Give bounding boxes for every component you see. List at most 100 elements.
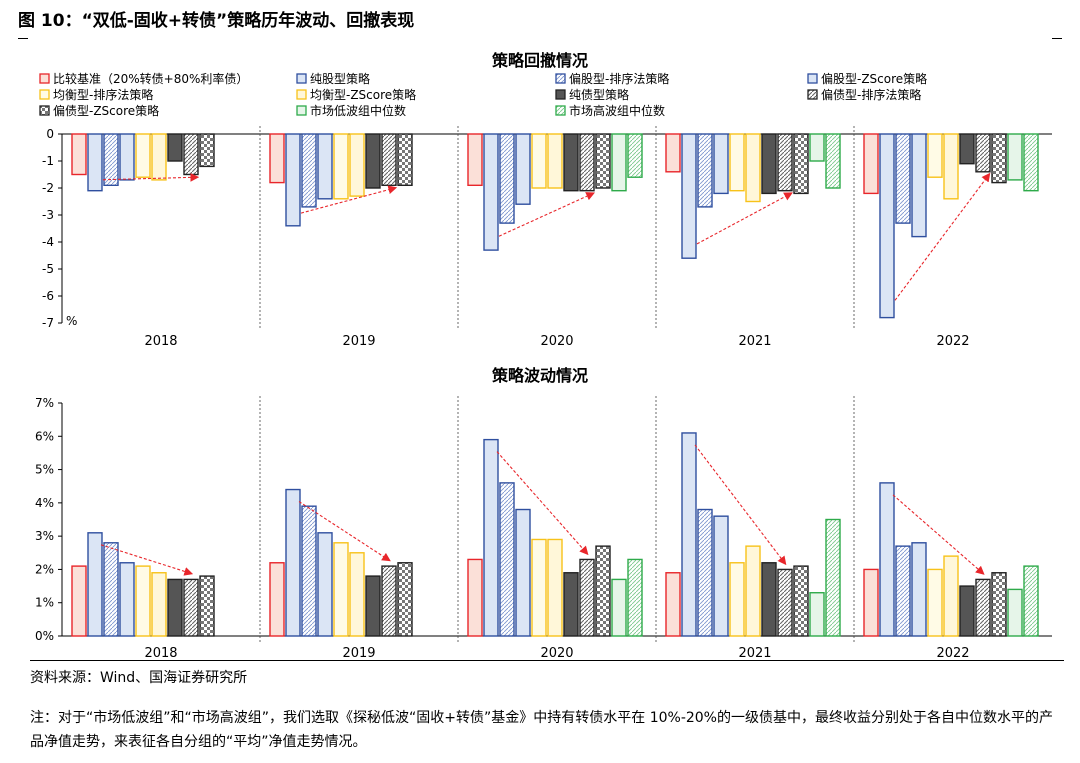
figure-title: 图 10：“双低-固收+转债”策略历年波动、回撤表现 <box>18 11 415 31</box>
legend-label-10: 市场高波组中位数 <box>569 103 665 118</box>
x-category-label: 2021 <box>738 646 771 661</box>
bar-2020-s5 <box>547 133 563 189</box>
bar-2021-s9 <box>809 133 825 162</box>
bar-2021-s4 <box>729 562 745 637</box>
bar-2018-s7 <box>183 578 199 637</box>
bar-2018-s8 <box>199 575 215 637</box>
bar-2018-s2 <box>103 542 119 637</box>
y-tick-label: 4% <box>35 496 54 510</box>
source-rule <box>30 660 1064 661</box>
trend-arrow <box>498 192 596 237</box>
bar-2019-s5 <box>349 133 365 197</box>
bar-2022-s0 <box>863 568 879 637</box>
legend-swatch-3 <box>807 73 818 84</box>
bar-2020-s4 <box>531 133 547 189</box>
bar-2021-s8 <box>793 565 809 637</box>
legend-swatch-0 <box>39 73 50 84</box>
legend-label-9: 市场低波组中位数 <box>310 103 406 118</box>
x-category-label: 2019 <box>342 334 375 349</box>
legend-swatch-5 <box>296 89 307 100</box>
legend-label-6: 纯债型策略 <box>569 87 629 102</box>
bar-2019-s0 <box>269 133 285 184</box>
bar-2018-s7 <box>183 133 199 176</box>
bar-2021-s7 <box>777 568 793 637</box>
bar-2021-s3 <box>713 133 729 195</box>
y-tick-label: -7 <box>42 316 54 330</box>
bar-2022-s9 <box>1007 588 1023 637</box>
bar-2020-s3 <box>515 508 531 637</box>
x-category-label: 2018 <box>144 646 177 661</box>
bar-2022-s5 <box>943 555 959 637</box>
legend-label-5: 均衡型-ZScore策略 <box>310 87 416 102</box>
title-rule-right <box>1052 38 1062 39</box>
y-tick-label: 0% <box>35 629 54 643</box>
legend: 比较基准（20%转债+80%利率债） 纯股型策略 偏股型-排序法策略 偏股型-ZSco… <box>39 71 927 118</box>
bar-2018-s0 <box>71 565 87 637</box>
x-category-label: 2018 <box>144 334 177 349</box>
trend-arrow <box>496 451 589 556</box>
bar-2022-s5 <box>943 133 959 200</box>
bar-2018-s5 <box>151 133 167 181</box>
bar-2022-s3 <box>911 133 927 238</box>
bar-2020-s5 <box>547 538 563 637</box>
bar-2021-s3 <box>713 515 729 637</box>
bar-2022-s7 <box>975 133 991 173</box>
volatility-chart-title: 策略波动情况 <box>491 366 588 385</box>
bar-2019-s4 <box>333 542 349 637</box>
bar-2021-s9 <box>809 592 825 637</box>
x-category-label: 2022 <box>936 646 969 661</box>
trend-arrow <box>102 172 200 182</box>
bar-2019-s2 <box>301 133 317 208</box>
bar-2020-s8 <box>595 545 611 637</box>
bar-2018-s3 <box>119 562 135 637</box>
bar-2020-s3 <box>515 133 531 205</box>
bar-2019-s6 <box>365 575 381 637</box>
drawdown-chart-title: 策略回撤情况 <box>491 51 588 70</box>
legend-swatch-2 <box>555 73 566 84</box>
trend-arrow <box>894 172 991 301</box>
bar-2021-s2 <box>697 508 713 637</box>
bar-2020-s1 <box>483 133 499 251</box>
bar-2022-s2 <box>895 133 911 224</box>
bar-2020-s7 <box>579 133 595 192</box>
legend-swatch-10 <box>555 105 566 116</box>
note-text: 注：对于“市场低波组”和“市场高波组”，我们选取《探秘低波“固收+转债”基金》中… <box>30 710 1053 750</box>
bar-2019-s4 <box>333 133 349 200</box>
legend-swatch-1 <box>296 73 307 84</box>
bar-2019-s1 <box>285 133 301 227</box>
bar-2019-s6 <box>365 133 381 189</box>
bar-2022-s1 <box>879 133 895 319</box>
drawdown-unit-label: % <box>66 314 77 328</box>
bar-2021-s7 <box>777 133 793 192</box>
legend-label-1: 纯股型策略 <box>310 71 370 86</box>
x-category-label: 2022 <box>936 334 969 349</box>
y-tick-label: 0 <box>46 127 54 141</box>
x-category-label: 2020 <box>540 646 573 661</box>
bar-2020-s0 <box>467 558 483 637</box>
legend-label-0: 比较基准（20%转债+80%利率债） <box>53 71 248 86</box>
trend-arrow <box>100 544 194 576</box>
bar-2021-s6 <box>761 133 777 195</box>
bar-2022-s2 <box>895 545 911 637</box>
bar-2022-s6 <box>959 133 975 165</box>
legend-label-4: 均衡型-排序法策略 <box>53 87 153 102</box>
y-tick-label: -6 <box>42 289 54 303</box>
y-tick-label: 1% <box>35 596 54 610</box>
bar-2022-s4 <box>927 133 943 178</box>
y-tick-label: 5% <box>35 463 54 477</box>
source-text: 资料来源：Wind、国海证券研究所 <box>30 670 248 686</box>
bar-2020-s1 <box>483 438 499 637</box>
bar-2022-s3 <box>911 542 927 637</box>
bar-2020-s6 <box>563 572 579 637</box>
bar-2022-s10 <box>1023 133 1039 192</box>
bar-2020-s10 <box>627 133 643 178</box>
bar-2019-s0 <box>269 562 285 637</box>
bar-2022-s6 <box>959 585 975 637</box>
bar-2021-s0 <box>665 133 681 173</box>
bar-2019-s8 <box>397 562 413 637</box>
volatility-chart: 0% 1% 2% 3% 4% 5% 6% 7% 2018 2019 2020 2021 2022 <box>35 396 1052 661</box>
bar-2018-s1 <box>87 532 103 637</box>
bar-2020-s9 <box>611 578 627 637</box>
bar-2020-s0 <box>467 133 483 186</box>
bar-2020-s2 <box>499 482 515 637</box>
